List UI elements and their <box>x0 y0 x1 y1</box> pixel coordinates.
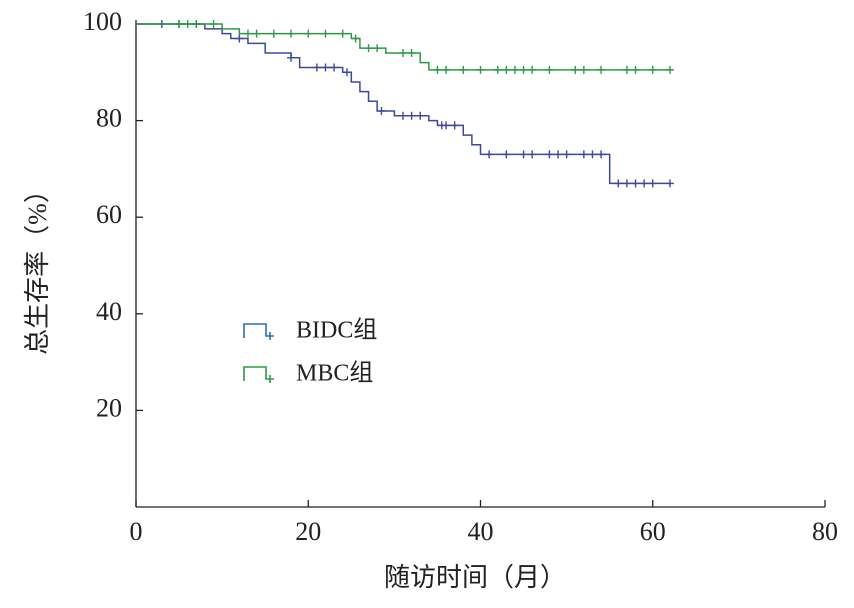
censor-mark <box>545 65 554 74</box>
censor-mark <box>377 106 386 115</box>
censor-mark <box>398 111 407 120</box>
censor-mark <box>554 150 563 159</box>
censor-mark <box>433 65 442 74</box>
x-tick-label: 80 <box>812 517 838 546</box>
censor-mark <box>192 20 201 28</box>
censor-mark <box>312 63 321 72</box>
censor-mark <box>287 29 296 38</box>
censor-mark <box>631 65 640 74</box>
censor-mark <box>235 34 244 43</box>
censor-mark <box>665 179 674 188</box>
censor-mark <box>351 34 360 43</box>
x-tick-label: 40 <box>468 517 494 546</box>
y-tick-label: 60 <box>96 200 122 229</box>
censor-mark <box>485 150 494 159</box>
censor-mark <box>321 29 330 38</box>
legend-symbol <box>243 323 274 340</box>
x-tick-label: 20 <box>295 517 321 546</box>
censor-mark <box>442 65 451 74</box>
censor-mark <box>343 68 352 77</box>
y-tick-label: 80 <box>96 104 122 133</box>
censor-mark <box>209 20 218 28</box>
censor-mark <box>528 150 537 159</box>
censor-mark <box>597 65 606 74</box>
censor-mark <box>183 20 192 28</box>
censor-mark <box>330 63 339 72</box>
censor-mark <box>321 63 330 72</box>
x-tick-label: 60 <box>640 517 666 546</box>
censor-mark <box>631 179 640 188</box>
censor-mark <box>579 150 588 159</box>
censor-mark <box>243 29 252 38</box>
censor-mark <box>519 150 528 159</box>
censor-mark <box>562 150 571 159</box>
censor-mark <box>571 65 580 74</box>
censor-mark <box>597 150 606 159</box>
censor-mark <box>502 150 511 159</box>
x-axis-label: 随访时间（月） <box>384 563 566 592</box>
censor-mark <box>622 179 631 188</box>
censor-mark <box>269 29 278 38</box>
y-tick-label: 40 <box>96 297 122 326</box>
censor-mark <box>364 44 373 53</box>
censor-mark <box>502 65 511 74</box>
censor-mark <box>407 111 416 120</box>
censor-mark <box>519 65 528 74</box>
censor-mark <box>640 179 649 188</box>
censor-mark <box>510 65 519 74</box>
censor-mark <box>450 121 459 130</box>
x-tick-label: 0 <box>130 517 143 546</box>
survival-curve <box>136 23 670 71</box>
censor-mark <box>648 179 657 188</box>
censor-mark <box>545 150 554 159</box>
censor-mark <box>398 48 407 57</box>
censor-mark <box>416 111 425 120</box>
censor-mark <box>493 65 502 74</box>
censor-mark <box>588 150 597 159</box>
censor-mark <box>442 121 451 130</box>
censor-mark <box>614 179 623 188</box>
censor-mark <box>476 65 485 74</box>
censor-mark <box>287 53 296 62</box>
censor-mark <box>304 29 313 38</box>
y-tick-label: 100 <box>83 7 122 36</box>
legend-symbol <box>243 366 274 383</box>
survival-curve <box>136 23 670 185</box>
censor-mark <box>252 29 261 38</box>
censor-mark <box>373 44 382 53</box>
censor-mark <box>338 29 347 38</box>
censor-mark <box>648 65 657 74</box>
censor-mark <box>175 20 184 28</box>
censor-mark <box>665 65 674 74</box>
censor-mark <box>528 65 537 74</box>
legend-label: BIDC组 <box>296 317 377 344</box>
legend-label: MBC组 <box>296 360 373 387</box>
censor-mark <box>459 65 468 74</box>
y-axis-label: 总生存率（%） <box>23 177 52 355</box>
censor-mark <box>622 65 631 74</box>
y-tick-label: 20 <box>96 393 122 422</box>
censor-mark <box>407 48 416 57</box>
censor-mark <box>579 65 588 74</box>
